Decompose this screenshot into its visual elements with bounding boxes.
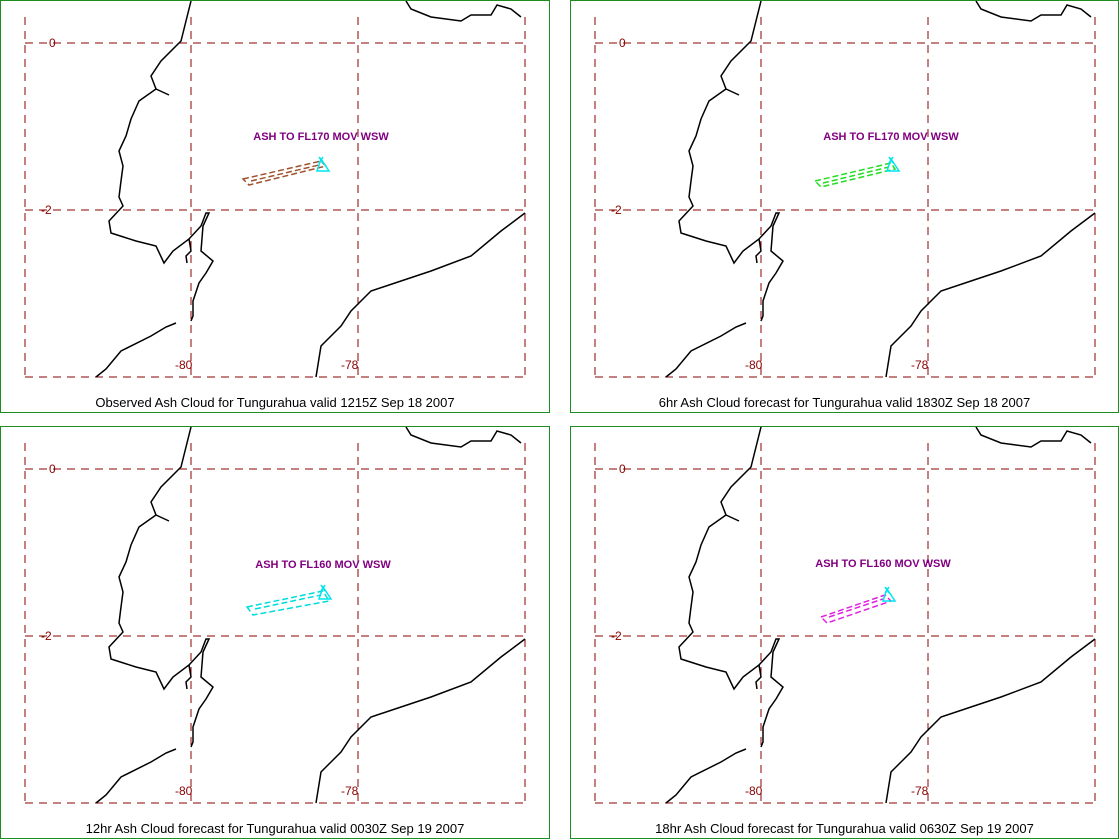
coastline bbox=[95, 1, 526, 378]
axis-labels: 0 -2 -80 -78 bbox=[41, 462, 359, 798]
lon-label-m78: -78 bbox=[341, 358, 359, 372]
lon-label-m80: -80 bbox=[745, 784, 763, 798]
panel-caption: 12hr Ash Cloud forecast for Tungurahua v… bbox=[85, 821, 465, 836]
panel-caption: Observed Ash Cloud for Tungurahua valid … bbox=[95, 395, 455, 410]
coastline bbox=[665, 427, 1096, 804]
lat-lon-grid bbox=[24, 443, 527, 804]
map-canvas: 0 -2 -80 -78 ASH TO FL160 MOV WSW bbox=[24, 427, 527, 804]
advisory-label: ASH TO FL160 MOV WSW bbox=[815, 558, 951, 570]
map-panel-18hr: 0 -2 -80 -78 ASH TO FL160 MOV WSW 18hr A… bbox=[570, 426, 1119, 839]
lon-label-m80: -80 bbox=[175, 784, 193, 798]
volcano-vent-icon bbox=[317, 584, 333, 600]
lon-label-m80: -80 bbox=[175, 358, 193, 372]
lat-lon-grid bbox=[594, 17, 1097, 378]
volcano-vent-icon bbox=[885, 156, 901, 172]
lat-label-0: 0 bbox=[49, 462, 56, 476]
axis-labels: 0 -2 -80 -78 bbox=[611, 462, 929, 798]
map-panel-observed: 0 -2 -80 -78 ASH TO FL170 MOV WSW Observ… bbox=[0, 0, 550, 413]
lat-lon-grid bbox=[594, 443, 1097, 804]
lat-label-0: 0 bbox=[49, 36, 56, 50]
advisory-label: ASH TO FL170 MOV WSW bbox=[823, 131, 959, 143]
coastline bbox=[665, 1, 1096, 378]
map-panel-6hr: 0 -2 -80 -78 ASH TO FL170 MOV WSW 6hr As… bbox=[570, 0, 1119, 413]
volcano-vent-icon bbox=[315, 156, 331, 172]
map-panel-12hr: 0 -2 -80 -78 ASH TO FL160 MOV WSW 12hr A… bbox=[0, 426, 550, 839]
lat-lon-grid bbox=[24, 17, 527, 378]
lat-label-0: 0 bbox=[619, 462, 626, 476]
ash-cloud-polygon bbox=[813, 162, 897, 188]
advisory-label: ASH TO FL170 MOV WSW bbox=[253, 131, 389, 143]
coastline bbox=[95, 427, 526, 804]
lon-label-m78: -78 bbox=[341, 784, 359, 798]
lat-label-m2: -2 bbox=[41, 629, 52, 643]
volcano-vent-icon bbox=[881, 586, 897, 602]
lon-label-m80: -80 bbox=[745, 358, 763, 372]
map-canvas: 0 -2 -80 -78 ASH TO FL160 MOV WSW bbox=[594, 427, 1097, 804]
lat-label-m2: -2 bbox=[41, 203, 52, 217]
axis-labels: 0 -2 -80 -78 bbox=[611, 36, 929, 372]
ash-cloud-polygon bbox=[241, 160, 328, 186]
advisory-label: ASH TO FL160 MOV WSW bbox=[255, 559, 391, 571]
lat-label-m2: -2 bbox=[611, 203, 622, 217]
lon-label-m78: -78 bbox=[911, 358, 929, 372]
panel-caption: 6hr Ash Cloud forecast for Tungurahua va… bbox=[658, 395, 1031, 410]
axis-labels: 0 -2 -80 -78 bbox=[41, 36, 359, 372]
map-canvas: 0 -2 -80 -78 ASH TO FL170 MOV WSW bbox=[24, 1, 527, 378]
lat-label-0: 0 bbox=[619, 36, 626, 50]
ash-cloud-polygon bbox=[245, 590, 331, 616]
lat-label-m2: -2 bbox=[611, 629, 622, 643]
lon-label-m78: -78 bbox=[911, 784, 929, 798]
map-canvas: 0 -2 -80 -78 ASH TO FL170 MOV WSW bbox=[594, 1, 1097, 378]
ash-cloud-polygon bbox=[819, 594, 893, 624]
panel-caption: 18hr Ash Cloud forecast for Tungurahua v… bbox=[655, 821, 1034, 836]
